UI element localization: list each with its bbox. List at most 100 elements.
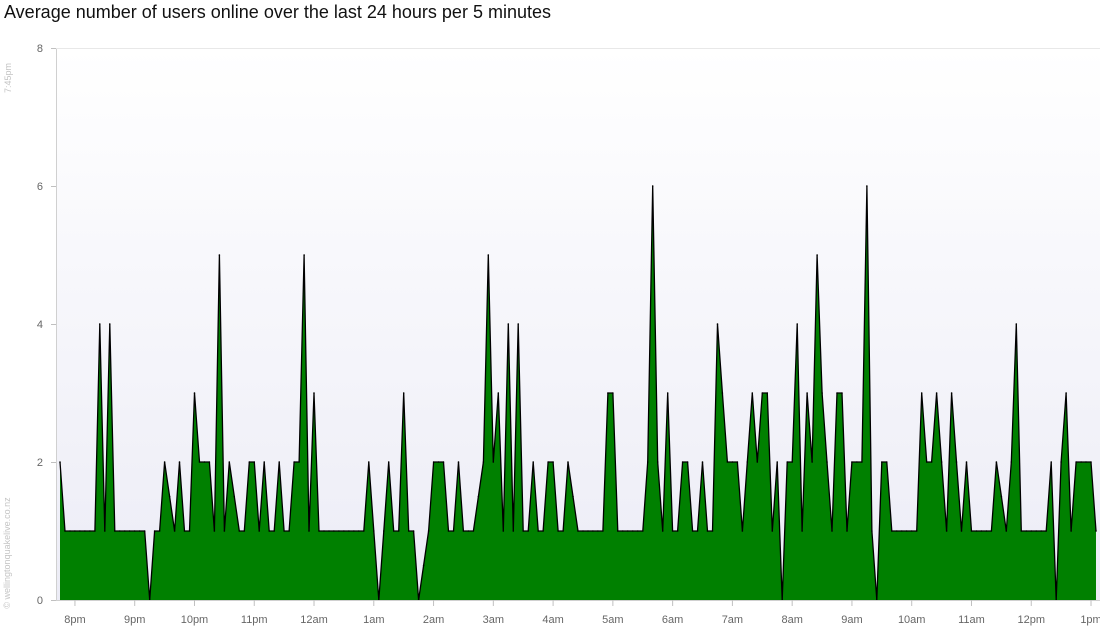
data-point — [1095, 530, 1097, 532]
data-point — [477, 495, 480, 498]
data-point — [1015, 323, 1018, 325]
data-point — [706, 530, 709, 532]
data-point — [666, 392, 669, 394]
data-point — [582, 530, 584, 532]
data-point — [1060, 461, 1062, 463]
data-point — [736, 461, 739, 463]
data-point — [746, 461, 749, 463]
data-point — [233, 495, 236, 498]
data-point — [407, 530, 410, 532]
data-point — [1075, 461, 1077, 463]
data-point — [761, 392, 764, 394]
data-point — [552, 461, 554, 463]
data-point — [517, 323, 519, 325]
data-point — [816, 254, 818, 256]
data-point — [1065, 392, 1067, 394]
data-point — [472, 530, 475, 532]
data-point — [64, 530, 66, 532]
x-tick-label: 8am — [781, 614, 802, 626]
data-point — [79, 530, 81, 532]
data-point — [836, 392, 838, 394]
data-point — [527, 530, 529, 532]
data-point — [592, 530, 594, 532]
data-point — [492, 461, 495, 463]
data-point — [1090, 461, 1092, 463]
data-point — [104, 530, 106, 532]
data-point — [94, 530, 96, 532]
data-point — [248, 461, 251, 463]
data-point — [751, 392, 754, 394]
data-point — [193, 392, 196, 394]
data-point — [323, 530, 325, 532]
data-point — [577, 530, 579, 532]
data-point — [263, 461, 266, 463]
data-point — [1030, 530, 1033, 532]
data-point — [437, 461, 440, 463]
data-point — [891, 530, 893, 532]
x-tick-label: 11pm — [241, 614, 268, 626]
data-point — [731, 461, 734, 463]
data-point — [402, 392, 405, 394]
data-point — [851, 461, 853, 463]
data-point — [1005, 530, 1008, 532]
data-point — [153, 530, 156, 532]
x-tick-label: 4am — [542, 614, 563, 626]
data-point — [955, 461, 958, 463]
data-point — [661, 530, 664, 532]
data-point — [607, 392, 609, 394]
data-point — [69, 530, 71, 532]
data-point — [766, 392, 769, 394]
data-point — [353, 530, 355, 532]
data-point — [238, 530, 241, 532]
data-point — [935, 392, 938, 394]
data-point — [482, 461, 485, 463]
data-point — [920, 392, 923, 394]
data-point — [358, 530, 360, 532]
data-point — [646, 461, 649, 463]
data-point — [243, 530, 246, 532]
data-point — [856, 461, 858, 463]
data-point — [642, 530, 644, 532]
data-point — [970, 530, 973, 532]
data-point — [826, 461, 828, 463]
data-point — [622, 530, 624, 532]
data-point — [333, 530, 335, 532]
data-point — [213, 530, 216, 532]
data-point — [363, 530, 365, 532]
data-point — [412, 530, 415, 532]
data-point — [198, 461, 201, 463]
data-point — [178, 461, 181, 463]
y-tick-label: 4 — [37, 319, 43, 331]
data-point — [881, 461, 883, 463]
data-point — [1085, 461, 1087, 463]
data-point — [1000, 495, 1003, 498]
data-point — [228, 461, 231, 463]
y-tick-label: 8 — [37, 43, 43, 55]
data-point — [841, 392, 843, 394]
data-point — [188, 530, 191, 532]
data-point — [701, 461, 704, 463]
data-point — [522, 530, 524, 532]
data-point — [288, 530, 290, 532]
data-point — [965, 461, 968, 463]
data-point — [298, 461, 300, 463]
data-point — [632, 530, 634, 532]
data-point — [447, 530, 450, 532]
data-point — [452, 530, 455, 532]
data-point — [89, 530, 91, 532]
x-tick-label: 6am — [662, 614, 683, 626]
data-point — [422, 564, 425, 567]
data-point — [507, 323, 510, 325]
data-point — [651, 185, 654, 187]
data-point — [901, 530, 903, 532]
data-point — [303, 254, 305, 256]
data-point — [985, 530, 988, 532]
data-point — [801, 530, 803, 532]
data-point — [671, 530, 674, 532]
y-tick-label: 2 — [37, 457, 43, 469]
data-point — [915, 530, 918, 532]
data-point — [910, 530, 913, 532]
data-point — [168, 495, 171, 498]
data-point — [462, 530, 465, 532]
data-point — [711, 530, 714, 532]
